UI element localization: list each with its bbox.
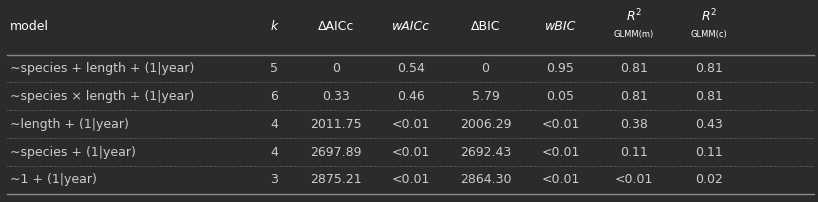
Text: 0: 0 xyxy=(332,62,339,75)
Text: 0.11: 0.11 xyxy=(620,146,648,159)
Text: GLMM(m): GLMM(m) xyxy=(614,30,654,39)
Text: <0.01: <0.01 xyxy=(392,174,429,186)
Text: 0.02: 0.02 xyxy=(695,174,723,186)
Text: 0.46: 0.46 xyxy=(397,90,425,103)
Text: 2011.75: 2011.75 xyxy=(310,118,362,131)
Text: 0: 0 xyxy=(482,62,489,75)
Text: ΔAICc: ΔAICc xyxy=(317,20,354,33)
Text: 4: 4 xyxy=(271,118,278,131)
Text: <0.01: <0.01 xyxy=(542,174,579,186)
Text: wBIC: wBIC xyxy=(545,20,576,33)
Text: k: k xyxy=(271,20,278,33)
Text: ∼species + (1|year): ∼species + (1|year) xyxy=(10,146,136,159)
Text: <0.01: <0.01 xyxy=(542,118,579,131)
Text: 0.81: 0.81 xyxy=(695,90,723,103)
Text: 2864.30: 2864.30 xyxy=(460,174,511,186)
Text: model: model xyxy=(10,20,49,33)
Text: 0.81: 0.81 xyxy=(620,62,648,75)
Text: wAICc: wAICc xyxy=(392,20,429,33)
Text: 2006.29: 2006.29 xyxy=(460,118,511,131)
Text: <0.01: <0.01 xyxy=(392,146,429,159)
Text: 2875.21: 2875.21 xyxy=(310,174,362,186)
Text: 0.81: 0.81 xyxy=(620,90,648,103)
Text: 0.81: 0.81 xyxy=(695,62,723,75)
Text: 2697.89: 2697.89 xyxy=(310,146,362,159)
Text: <0.01: <0.01 xyxy=(392,118,429,131)
Text: <0.01: <0.01 xyxy=(542,146,579,159)
Text: ∼species + length + (1|year): ∼species + length + (1|year) xyxy=(10,62,194,75)
Text: ∼species × length + (1|year): ∼species × length + (1|year) xyxy=(10,90,194,103)
Text: 3: 3 xyxy=(271,174,278,186)
Text: 0.33: 0.33 xyxy=(322,90,349,103)
Text: 0.95: 0.95 xyxy=(546,62,574,75)
Text: GLMM(c): GLMM(c) xyxy=(691,30,727,39)
Text: ∼length + (1|year): ∼length + (1|year) xyxy=(10,118,128,131)
Text: 6: 6 xyxy=(271,90,278,103)
Text: 5: 5 xyxy=(271,62,278,75)
Text: 0.54: 0.54 xyxy=(397,62,425,75)
Text: 0.43: 0.43 xyxy=(695,118,723,131)
Text: 0.38: 0.38 xyxy=(620,118,648,131)
Text: 0.05: 0.05 xyxy=(546,90,574,103)
Text: $R^2$: $R^2$ xyxy=(626,8,642,24)
Text: 4: 4 xyxy=(271,146,278,159)
Text: 5.79: 5.79 xyxy=(471,90,500,103)
Text: 0.11: 0.11 xyxy=(695,146,723,159)
Text: <0.01: <0.01 xyxy=(615,174,653,186)
Text: ΔBIC: ΔBIC xyxy=(470,20,501,33)
Text: $R^2$: $R^2$ xyxy=(701,8,717,24)
Text: 2692.43: 2692.43 xyxy=(460,146,511,159)
Text: ∼1 + (1|year): ∼1 + (1|year) xyxy=(10,174,97,186)
